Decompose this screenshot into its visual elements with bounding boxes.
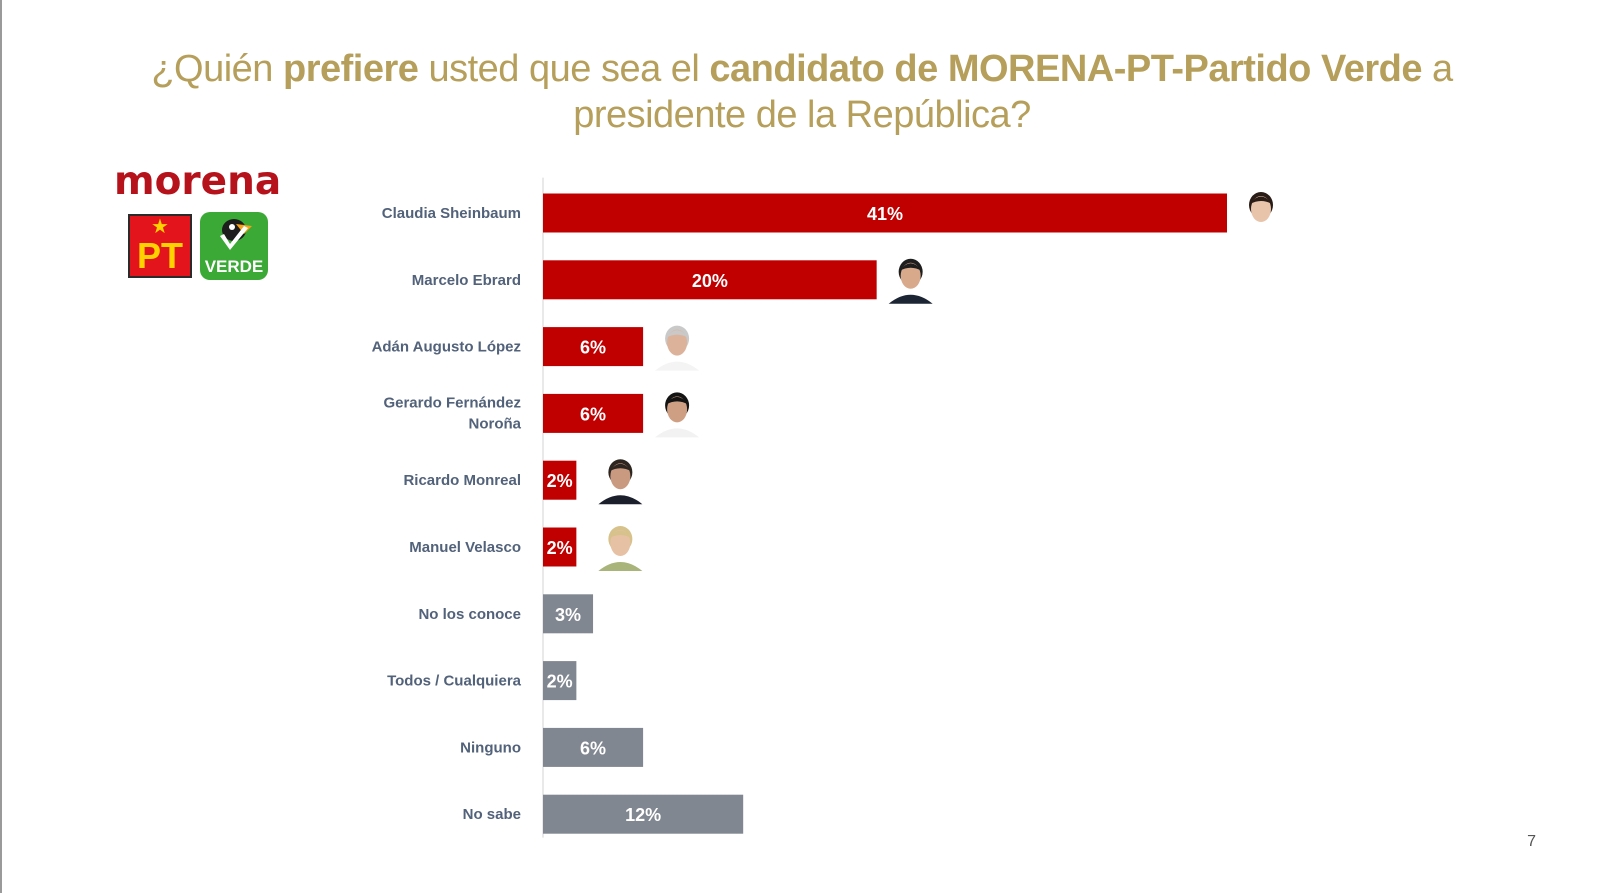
- toucan-icon: [220, 219, 252, 250]
- bar-value-label: 6%: [580, 338, 606, 358]
- page-number: 7: [1527, 833, 1536, 850]
- bar: [543, 794, 744, 834]
- bar-value-label: 2%: [547, 538, 573, 558]
- category-label: No sabe: [463, 806, 521, 823]
- category-label: Gerardo Fernández Noroña: [383, 394, 521, 432]
- category-label: No los conoce: [418, 606, 521, 623]
- category-label: Marcelo Ebrard: [412, 272, 521, 289]
- bar: [543, 393, 644, 433]
- bar: [543, 661, 577, 701]
- category-label: Ricardo Monreal: [403, 472, 521, 489]
- category-label: Claudia Sheinbaum: [382, 205, 521, 222]
- bar: [543, 193, 1227, 233]
- candidate-photo: [655, 392, 700, 438]
- verde-logo: VERDE: [200, 212, 268, 280]
- bar: [543, 594, 594, 634]
- category-label: Ninguno: [460, 739, 521, 756]
- bar-value-label: 3%: [555, 605, 581, 625]
- bar: [543, 327, 644, 367]
- candidate-photo: [1239, 192, 1283, 237]
- title-text-3: a presidente de la República?: [573, 48, 1453, 136]
- category-label: Manuel Velasco: [409, 539, 521, 556]
- bar-value-label: 6%: [580, 738, 606, 758]
- chart-title: ¿Quién prefiere usted que sea el candida…: [122, 46, 1482, 138]
- title-text-1: ¿Quién: [151, 48, 283, 90]
- candidate-photo: [655, 325, 700, 371]
- morena-logo: morena: [114, 159, 282, 204]
- bar: [543, 727, 644, 767]
- bar-value-label: 20%: [692, 271, 728, 291]
- bar-value-label: 6%: [580, 404, 606, 424]
- bar-value-label: 41%: [867, 204, 903, 224]
- bar: [543, 260, 877, 300]
- bar: [543, 527, 577, 567]
- candidate-photo: [888, 258, 933, 304]
- pt-logo: ★ PT: [128, 214, 192, 278]
- verde-logo-text: VERDE: [204, 257, 264, 276]
- bar: [543, 460, 577, 500]
- pt-logo-text: PT: [136, 235, 183, 276]
- candidate-photo: [598, 459, 643, 505]
- title-text-2: usted que sea el: [418, 48, 710, 90]
- title-bold-2: candidato de MORENA-PT-Partido Verde: [709, 48, 1422, 90]
- category-label: Todos / Cualquiera: [387, 673, 522, 690]
- title-bold-1: prefiere: [283, 48, 419, 90]
- bar-value-label: 2%: [547, 672, 573, 692]
- category-label: Adán Augusto López: [372, 339, 521, 356]
- bar-value-label: 12%: [625, 805, 661, 825]
- star-icon: ★: [151, 216, 169, 238]
- candidate-photo: [598, 526, 643, 571]
- bar-value-label: 2%: [547, 471, 573, 491]
- party-logos: morena ★ PT VERDE: [114, 160, 289, 285]
